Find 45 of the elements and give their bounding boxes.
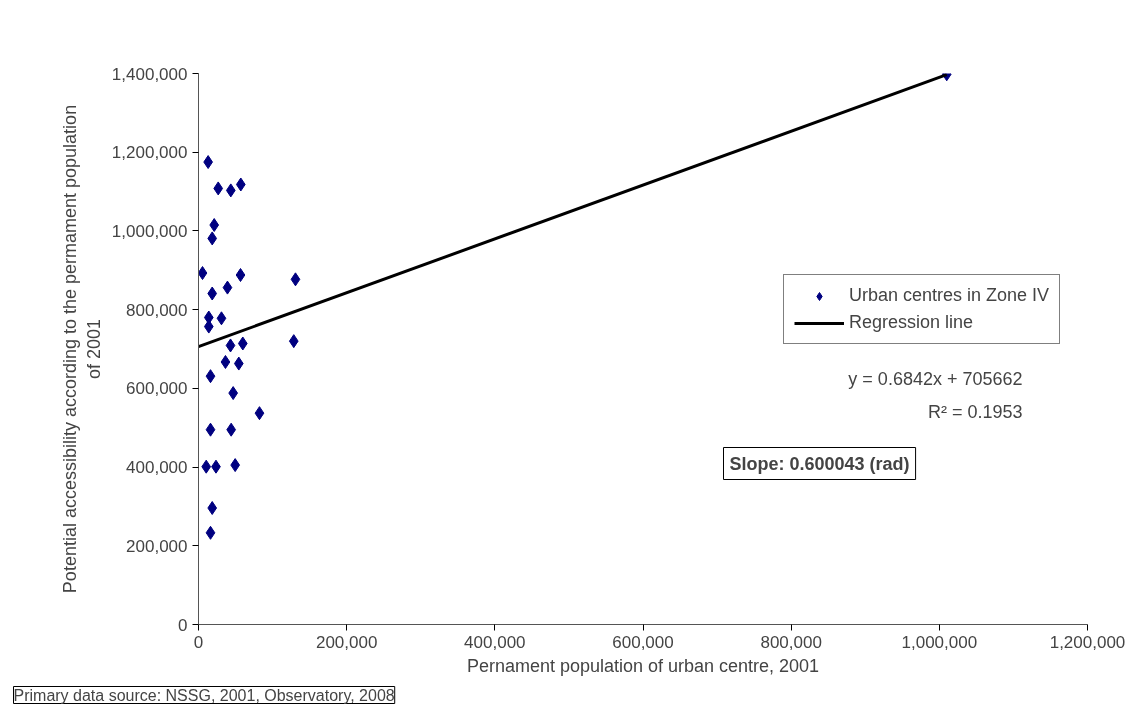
x-axis-title: Pernament population of urban centre, 2001	[466, 655, 820, 676]
point	[205, 422, 216, 437]
point	[207, 501, 218, 515]
point	[216, 311, 227, 326]
annotation: R² = 0.1953	[927, 401, 1023, 422]
y-tick-label: 400,000	[126, 458, 188, 478]
point	[235, 177, 246, 192]
point	[225, 183, 236, 198]
y-tick-label: 600,000	[126, 379, 188, 399]
y-tick-label: 800,000	[126, 300, 188, 320]
y-axis-title: Potential accessibility according to the permament population of 2001	[59, 104, 104, 594]
x-tick-label: 1,000,000	[901, 632, 978, 652]
x-tick-label: 1,200,000	[1049, 632, 1126, 652]
point	[220, 354, 231, 369]
x-tick-label: 800,000	[760, 632, 822, 652]
point	[222, 280, 233, 295]
point	[288, 334, 299, 349]
point	[207, 231, 218, 246]
y-tick-label: 1,200,000	[111, 143, 188, 163]
y-tick-label: 1,000,000	[111, 221, 188, 241]
point	[237, 336, 248, 351]
x-tick-label: 600,000	[612, 632, 674, 652]
point	[235, 268, 246, 283]
annotation: Slope: 0.600043 (rad)	[729, 453, 910, 474]
text: Primary data source: NSSG, 2001, Observatory, 2008	[13, 686, 395, 704]
x-tick-label: 400,000	[464, 632, 526, 652]
point	[290, 272, 301, 287]
x-tick-label: 200,000	[315, 632, 378, 652]
x-tick-label: 0	[193, 632, 204, 652]
point	[225, 338, 236, 353]
point	[213, 181, 224, 196]
point	[254, 406, 265, 421]
point	[233, 356, 244, 371]
legend-label: Regression line	[849, 312, 974, 333]
point	[201, 459, 212, 474]
legend-label: Urban centres in Zone IV	[849, 285, 1050, 306]
annotation: y = 0.6842x + 705662	[848, 368, 1023, 389]
y-tick-label: 1,400,000	[111, 64, 188, 84]
point	[207, 286, 218, 301]
point	[205, 525, 216, 540]
y-tick-label: 0	[178, 615, 188, 635]
point	[205, 369, 216, 384]
point	[209, 218, 220, 233]
point	[203, 319, 214, 334]
y-tick-label: 200,000	[126, 536, 188, 556]
